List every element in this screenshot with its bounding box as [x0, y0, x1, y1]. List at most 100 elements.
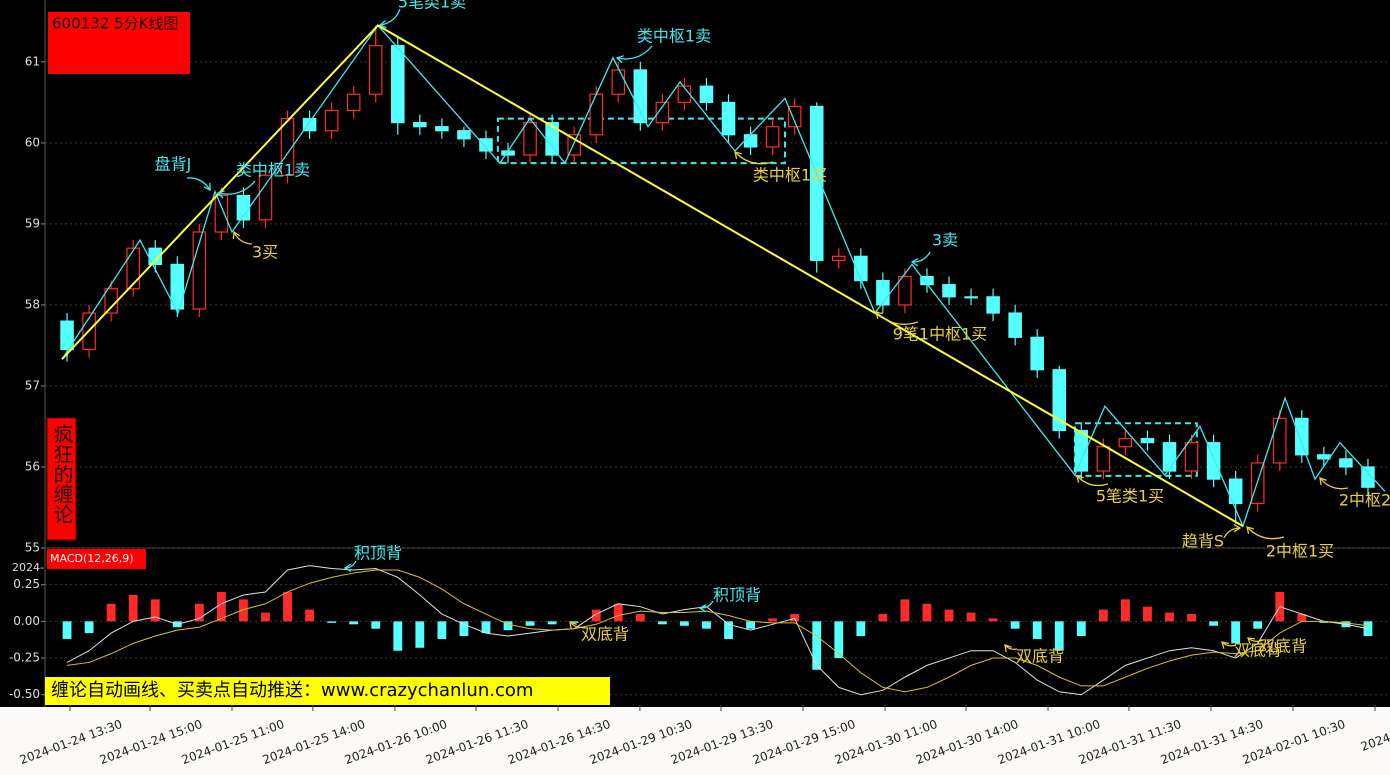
macd-bar: [547, 621, 557, 625]
annotation: 3卖: [932, 231, 958, 250]
annotation: 2中枢1买: [1266, 542, 1334, 561]
title-box: [48, 12, 190, 74]
footer: 缠论自动画线、买卖点自动推送：www.crazychanlun.com: [51, 680, 533, 701]
annotation-arrow: [1247, 637, 1264, 643]
macd-bar: [900, 599, 910, 622]
macd-bar: [1165, 612, 1174, 622]
candle-body: [1096, 446, 1111, 472]
annotation-arrowhead: [1246, 526, 1254, 534]
candle-body: [457, 130, 471, 140]
candle-body: [964, 296, 978, 299]
macd-bar: [261, 612, 270, 622]
macd-bar: [459, 621, 469, 637]
candle-body: [413, 122, 427, 128]
macd-bar: [305, 609, 314, 622]
background: [0, 0, 1390, 707]
macd-bar: [1297, 614, 1307, 622]
y-tick-label: 59: [25, 216, 40, 230]
macd-bar: [790, 614, 800, 622]
candle-body: [611, 69, 626, 95]
candle-body: [809, 105, 824, 261]
macd-bar: [988, 618, 998, 622]
y-tick-label: 60: [25, 135, 40, 149]
macd-bar: [856, 621, 866, 637]
y-tick-label: -0.25: [9, 651, 40, 665]
candle-body: [104, 288, 118, 314]
annotation: 盘背J: [155, 155, 192, 174]
annotation-arrow: [186, 177, 211, 191]
macd-bar: [613, 603, 623, 622]
annotation: 双底背: [1234, 641, 1282, 660]
candle-body: [655, 101, 670, 124]
macd-bar: [1076, 621, 1086, 637]
candle-body: [391, 45, 405, 124]
macd-bar: [106, 603, 116, 622]
macd-bar: [128, 594, 138, 622]
annotation-arrow: [217, 180, 256, 195]
annotation: 积顶背: [354, 544, 402, 563]
macd-bar: [635, 614, 645, 622]
macd-bar: [1209, 621, 1219, 626]
y-tick-label: 0.00: [13, 614, 40, 628]
macd-bar: [1098, 609, 1108, 622]
macd-bar: [503, 621, 513, 631]
macd-bar: [1363, 621, 1373, 637]
macd-bar: [239, 599, 248, 622]
annotation: 类中枢1买: [753, 166, 827, 185]
macd-bar: [194, 603, 204, 622]
candle-body: [126, 247, 140, 290]
footer-box: [45, 677, 610, 705]
badge-box: [46, 417, 77, 541]
chart-title: 600132 5分K线图: [52, 15, 178, 33]
candle-body: [258, 174, 273, 221]
candle-body: [324, 109, 339, 132]
macd-bar: [349, 621, 359, 625]
annotation-arrow: [911, 251, 931, 263]
macd-bar: [1032, 621, 1042, 639]
annotation-arrow: [569, 621, 586, 629]
axis-background: [0, 707, 1390, 775]
annotation-arrow: [1319, 477, 1349, 490]
dea-line: [66, 569, 1369, 693]
annotation-arrow: [734, 151, 774, 165]
candle-body: [479, 138, 493, 152]
macd-bar: [283, 592, 292, 622]
annotation-arrowhead: [203, 182, 211, 192]
macd-bar: [62, 621, 72, 639]
candle-body: [435, 126, 449, 132]
candle-body: [876, 280, 890, 306]
annotation-arrowhead: [1076, 475, 1084, 483]
macd-bar: [393, 621, 403, 651]
annotation: 3买: [252, 243, 278, 262]
annotation-arrowhead: [1233, 523, 1242, 533]
macd-title-box: [47, 549, 146, 569]
macd-bar: [1253, 621, 1263, 629]
macd-bar: [481, 621, 491, 634]
stray-label: 2024-: [12, 561, 44, 574]
candle-body: [721, 101, 736, 136]
macd-bar: [1319, 621, 1329, 623]
macd-bar: [150, 599, 160, 622]
candle-body: [1272, 417, 1287, 464]
y-tick-label: 57: [25, 378, 40, 392]
macd-bar: [922, 603, 932, 622]
macd-bar: [746, 621, 755, 629]
annotation-arrow: [1223, 527, 1241, 539]
macd-bar: [812, 621, 822, 670]
macd-bar: [1187, 614, 1196, 622]
y-tick-label: 55: [25, 541, 40, 555]
macd-bar: [680, 621, 689, 626]
candle-body: [1295, 417, 1309, 456]
y-tick-label: 61: [25, 54, 40, 68]
annotation-arrowhead: [1247, 637, 1256, 645]
annotation-arrowhead: [378, 20, 387, 29]
candle-body: [831, 255, 846, 261]
candle-body: [986, 296, 1000, 314]
macd-bar: [525, 621, 535, 626]
annotation-arrowhead: [569, 621, 577, 630]
candle-body: [214, 194, 229, 233]
candle-body: [1052, 369, 1067, 432]
annotation-arrowhead: [232, 230, 241, 240]
